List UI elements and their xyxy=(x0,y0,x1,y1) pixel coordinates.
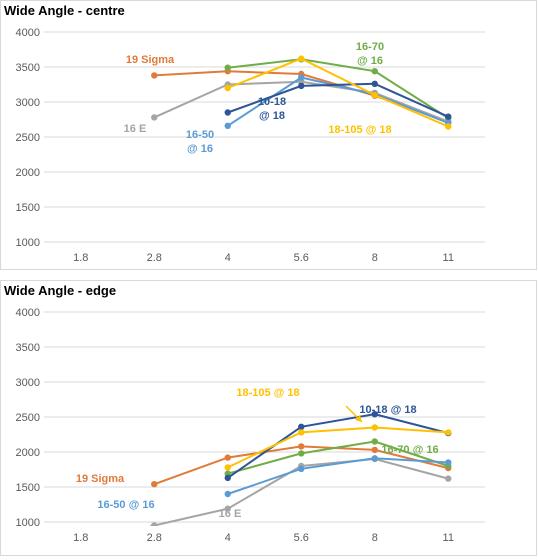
x-tick-label: 1.8 xyxy=(73,252,88,264)
series-line xyxy=(227,457,449,495)
chart-title: Wide Angle - centre xyxy=(4,3,125,18)
data-point xyxy=(298,429,305,436)
data-point xyxy=(371,438,378,445)
data-point xyxy=(298,423,305,430)
y-tick-label: 2000 xyxy=(16,167,40,179)
x-tick-label: 4 xyxy=(225,252,231,264)
x-tick-label: 5.6 xyxy=(294,532,309,544)
annotation-label: 16 E xyxy=(219,508,242,520)
data-point xyxy=(298,443,305,450)
x-tick-label: 11 xyxy=(443,532,454,544)
annotation-label: 16-50 @ 16 xyxy=(186,129,214,155)
data-point xyxy=(151,481,158,488)
x-tick-label: 8 xyxy=(372,532,378,544)
data-point xyxy=(445,459,452,466)
y-tick-label: 1000 xyxy=(16,237,40,249)
series-10-18-18 xyxy=(224,80,452,120)
data-point xyxy=(298,82,305,90)
data-point xyxy=(298,74,305,81)
data-point xyxy=(298,450,305,457)
series-line xyxy=(227,82,449,118)
data-point xyxy=(224,505,231,512)
y-tick-label: 1000 xyxy=(16,517,40,529)
series-18-105-18 xyxy=(224,55,452,130)
y-tick-label: 3000 xyxy=(16,377,40,389)
data-point xyxy=(371,68,378,75)
series-line xyxy=(227,76,449,127)
x-tick-label: 2.8 xyxy=(147,252,162,264)
annotation-label: 16-50 @ 16 xyxy=(97,499,154,511)
x-tick-label: 8 xyxy=(372,252,378,264)
data-point xyxy=(445,113,452,120)
line-chart-edge: 1000 1500 2000 2500 3000 3500 4000 1.8 2.8 4 5.6 8 1… xyxy=(0,280,537,556)
data-point xyxy=(371,411,378,418)
x-tick-label: 11 xyxy=(443,252,454,264)
annotation-label: 16-70 @ 16 xyxy=(381,444,438,456)
y-tick-label: 2500 xyxy=(16,412,40,424)
chart-frame xyxy=(0,0,537,270)
y-tick-label: 1500 xyxy=(16,482,40,494)
data-point xyxy=(371,455,378,462)
annotation-label: 16-70 @ 16 xyxy=(356,41,384,67)
data-point xyxy=(371,446,378,454)
data-point xyxy=(151,114,158,121)
line-chart-centre: 1000 1500 2000 2500 3000 3500 4000 1.8 2.8 4 5.6 8 1… xyxy=(0,0,537,270)
data-point xyxy=(371,80,378,88)
y-tick-label: 3500 xyxy=(16,62,40,74)
data-point xyxy=(298,465,305,472)
annotation-arrowhead xyxy=(355,415,362,422)
y-tick-label: 2500 xyxy=(16,132,40,144)
chart-frame xyxy=(0,280,537,556)
series-18-105-18 xyxy=(224,424,452,471)
data-point xyxy=(224,464,231,471)
data-point xyxy=(224,490,231,498)
data-point xyxy=(224,109,231,116)
series-16-50-16 xyxy=(224,455,452,498)
data-point xyxy=(445,475,452,482)
series-line xyxy=(148,457,449,526)
data-point xyxy=(151,522,158,526)
data-point xyxy=(445,429,452,436)
data-point xyxy=(224,454,231,461)
data-point xyxy=(224,64,231,71)
x-tick-label: 1.8 xyxy=(73,532,88,544)
data-point xyxy=(224,122,231,129)
data-point xyxy=(224,84,231,92)
y-tick-label: 3000 xyxy=(16,97,40,109)
series-line xyxy=(227,58,449,119)
annotation-label: 10-18 @ 18 xyxy=(258,96,286,122)
series-line xyxy=(227,426,449,469)
y-tick-label: 2000 xyxy=(16,447,40,459)
data-point xyxy=(224,474,231,482)
annotation-label: 18-105 @ 18 xyxy=(328,124,391,136)
annotation-label: 19 Sigma xyxy=(76,473,125,485)
chart-title: Wide Angle - edge xyxy=(4,283,117,298)
data-point xyxy=(445,123,452,130)
data-point xyxy=(78,543,84,549)
series-line xyxy=(227,413,449,479)
y-tick-label: 3500 xyxy=(16,342,40,354)
data-point xyxy=(151,72,158,79)
data-point xyxy=(371,424,378,431)
data-point xyxy=(371,91,378,99)
y-tick-label: 4000 xyxy=(16,307,40,319)
annotation-label: 18-105 @ 18 xyxy=(236,387,299,399)
annotation-label: 10-18 @ 18 xyxy=(359,404,416,416)
data-point xyxy=(298,55,305,62)
series-line xyxy=(227,440,449,475)
y-tick-label: 1500 xyxy=(16,202,40,214)
x-tick-label: 4 xyxy=(225,532,231,544)
series-line xyxy=(227,57,449,128)
annotation-label: 16 E xyxy=(124,123,147,135)
y-tick-label: 4000 xyxy=(16,27,40,39)
x-tick-label: 5.6 xyxy=(294,252,309,264)
x-tick-label: 2.8 xyxy=(147,532,162,544)
annotation-label: 19 Sigma xyxy=(126,54,175,66)
